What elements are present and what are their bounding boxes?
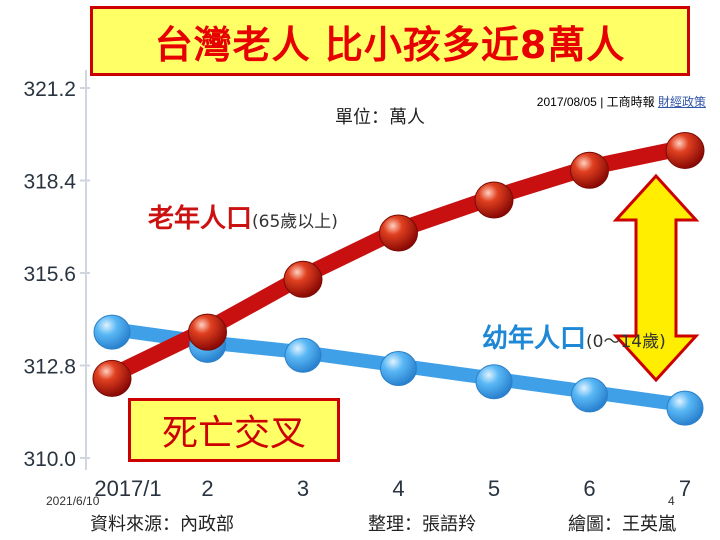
data-point-youth <box>93 314 131 350</box>
series-name-elderly: 老年人口 <box>148 204 253 234</box>
data-point-elderly <box>283 260 323 298</box>
series-label-elderly: 老年人口(65歲以上) <box>148 198 338 235</box>
source-text: 2017/08/05 | 工商時報 <box>536 95 658 109</box>
footer-data-source: 資料來源：內政部 <box>90 514 234 535</box>
y-tick-label: 310.0 <box>23 448 76 471</box>
data-point-elderly <box>92 359 132 397</box>
footer-editor: 整理：張語羚 <box>368 514 476 535</box>
x-tick-label: 2017/1 <box>94 476 161 501</box>
data-point-youth <box>666 390 704 426</box>
x-tick-label: 5 <box>488 476 500 501</box>
page-number: 4 <box>668 494 675 508</box>
crossing-annotation: 死亡交叉 <box>128 398 340 462</box>
page-title: 台灣老人 比小孩多近8萬人 <box>90 6 690 76</box>
x-tick-label: 4 <box>392 476 404 501</box>
x-tick-label: 6 <box>583 476 595 501</box>
data-point-elderly <box>665 131 705 169</box>
unit-label: 單位：萬人 <box>335 107 425 128</box>
data-point-elderly <box>570 151 609 189</box>
footer-date: 2021/6/10 <box>46 494 100 508</box>
data-point-youth <box>380 351 417 386</box>
source-line: 2017/08/05 | 工商時報 財經政策 <box>537 93 706 110</box>
y-tick-label: 315.6 <box>23 263 76 286</box>
x-tick-label: 2 <box>201 476 213 501</box>
data-point-youth <box>284 337 322 373</box>
x-tick-label: 3 <box>297 476 309 501</box>
series-label-youth: 幼年人口(0～14歲) <box>482 318 666 355</box>
data-point-elderly <box>188 313 227 351</box>
series-note-elderly: (65歲以上) <box>252 212 338 232</box>
series-name-youth: 幼年人口 <box>482 324 587 354</box>
x-tick-label: 7 <box>679 476 691 501</box>
data-point-elderly <box>379 214 418 252</box>
double-arrow-shape <box>612 173 700 383</box>
gap-double-arrow <box>612 173 700 383</box>
footer-artist: 繪圖：王英嵐 <box>568 514 676 535</box>
data-point-youth <box>475 364 513 400</box>
y-tick-label: 318.4 <box>23 171 76 194</box>
y-tick-label: 321.2 <box>23 78 76 101</box>
series-note-youth: (0～14歲) <box>586 332 666 352</box>
data-point-youth <box>571 377 608 413</box>
y-tick-label: 312.8 <box>23 356 76 379</box>
data-point-elderly <box>474 181 514 219</box>
source-link[interactable]: 財經政策 <box>657 95 706 109</box>
